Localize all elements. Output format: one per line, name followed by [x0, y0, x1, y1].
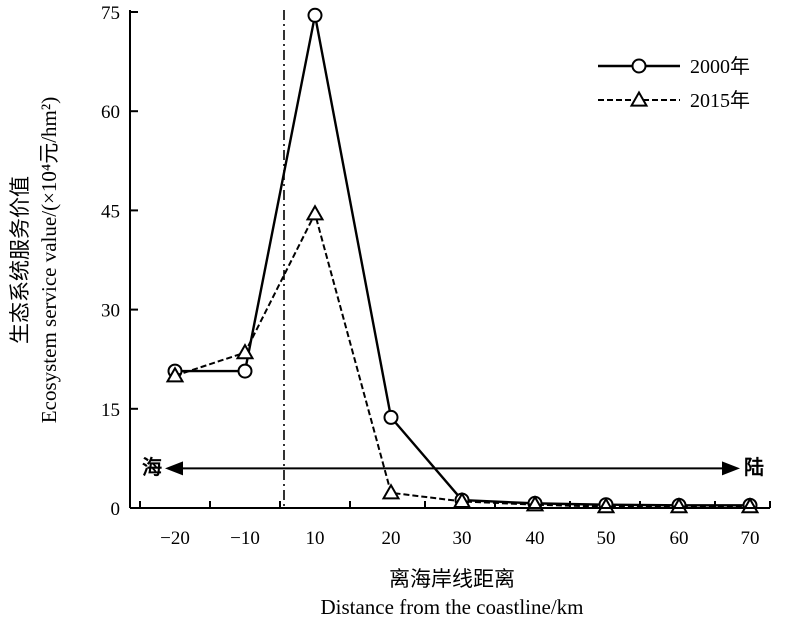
x-axis-title-cn: 离海岸线距离	[389, 567, 515, 591]
y-tick-label: 0	[111, 499, 121, 520]
series-line	[243, 15, 750, 507]
x-tick-label: 70	[741, 528, 760, 549]
marker-triangle	[629, 90, 649, 107]
marker-circle	[307, 7, 323, 23]
marker-triangle	[669, 497, 689, 514]
x-tick-label: 50	[597, 528, 616, 549]
marker-triangle	[235, 343, 255, 360]
y-tick-label: 15	[101, 400, 120, 421]
y-axis-title-en: Ecosystem service value/(×10⁴元/hm²)	[37, 97, 61, 423]
series-2000	[167, 7, 758, 513]
arrow-label-land: 陆	[744, 455, 764, 479]
x-tick-label: 40	[526, 528, 545, 549]
y-tick-label: 30	[101, 301, 120, 322]
legend-label: 2015年	[690, 89, 750, 112]
y-axis-title-cn: 生态系统服务价值	[8, 176, 32, 344]
plot-area	[165, 10, 740, 508]
legend-entry: 2000年	[598, 55, 750, 78]
x-tick-label: 60	[670, 528, 689, 549]
y-tick-label: 60	[101, 102, 120, 123]
y-tick-label: 45	[101, 201, 120, 222]
legend: 2000年 2015年	[598, 55, 750, 112]
axes: 0 15 30 45 60 75 −20 −10 10 20 30 40 50 60 70	[101, 3, 771, 549]
marker-triangle	[305, 204, 325, 221]
series-2015	[165, 204, 760, 514]
marker-circle	[237, 363, 253, 379]
arrow-left-head	[165, 461, 183, 476]
x-tick-label: 30	[453, 528, 472, 549]
y-tick-label: 75	[101, 3, 120, 24]
marker-circle	[383, 409, 399, 425]
legend-label: 2000年	[690, 55, 750, 78]
arrow-right-head	[722, 461, 740, 476]
series-layer	[165, 7, 760, 514]
x-tick-label: −20	[160, 528, 190, 549]
marker-triangle	[596, 497, 616, 514]
marker-circle	[631, 58, 647, 74]
marker-triangle	[740, 497, 760, 514]
marker-triangle	[381, 483, 401, 500]
arrow-label-sea: 海	[142, 455, 162, 479]
marker-triangle	[165, 366, 185, 383]
x-axis-title-en: Distance from the coastline/km	[320, 595, 583, 619]
legend-entry: 2015年	[598, 89, 750, 112]
x-tick-label: 10	[306, 528, 325, 549]
x-tick-label: −10	[230, 528, 260, 549]
x-tick-label: 20	[382, 528, 401, 549]
series-line	[174, 210, 750, 508]
